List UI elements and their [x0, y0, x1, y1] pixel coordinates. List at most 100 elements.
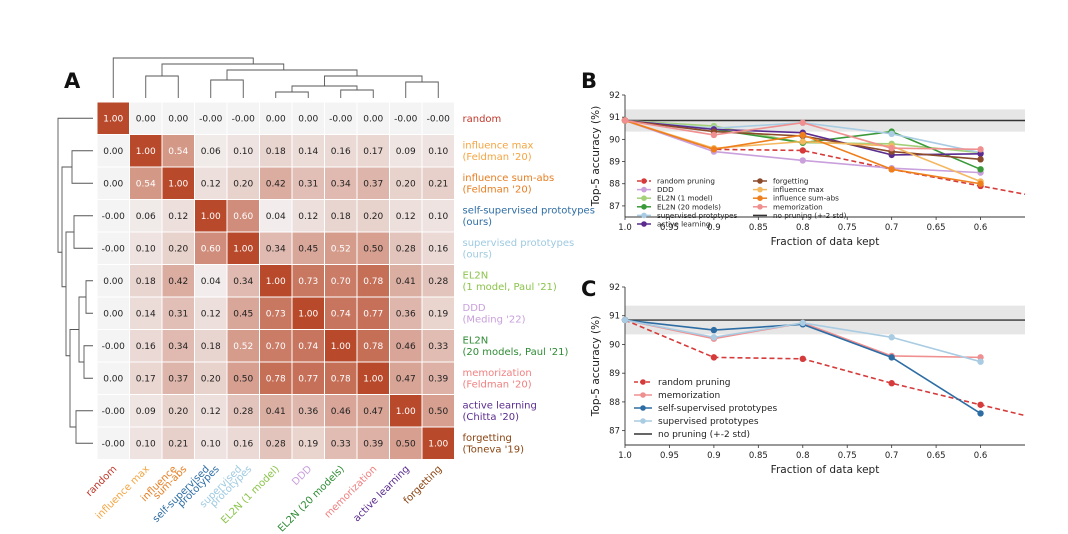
heatmap-cell	[421, 361, 455, 395]
legend-entry: random pruning	[658, 378, 731, 388]
heatmap-cell	[96, 329, 130, 363]
heatmap-cell-value: 0.41	[266, 407, 286, 417]
data-point	[888, 145, 895, 152]
legend-swatch-dot	[640, 418, 646, 424]
data-point	[710, 131, 718, 139]
left-dendrogram	[57, 117, 93, 444]
heatmap-cell-value: 0.31	[168, 309, 188, 319]
heatmap-cell-value: 0.46	[331, 407, 351, 417]
heatmap-cell-value: 0.50	[233, 374, 253, 384]
heatmap-cell-value: 0.18	[136, 277, 156, 287]
heatmap-cell-value: 0.28	[428, 277, 448, 287]
legend-entry: influence max	[773, 185, 825, 194]
heatmap-cell	[129, 394, 163, 428]
heatmap-col-label: DDD	[290, 464, 314, 488]
data-point	[977, 166, 984, 173]
heatmap-row-label: influence max	[463, 141, 534, 152]
heatmap-cell-value: 0.78	[363, 277, 383, 287]
heatmap-cell	[421, 231, 455, 265]
left-dendrogram-branch	[65, 231, 74, 357]
heatmap-cell-value: 0.20	[233, 179, 253, 189]
heatmap-cell-value: 0.70	[266, 342, 286, 352]
data-point	[977, 180, 984, 187]
heatmap-cell-value: 0.18	[266, 147, 286, 157]
top-dendrogram-branch	[112, 57, 254, 98]
heatmap-cell-value: -0.00	[427, 114, 451, 124]
heatmap-cell-value: 0.34	[168, 342, 188, 352]
data-point	[977, 401, 984, 408]
x-tick-label: 0.85	[749, 451, 768, 461]
heatmap-cell	[161, 101, 195, 135]
legend-entry: active learning	[657, 220, 710, 229]
heatmap-cell-value: 0.73	[266, 309, 286, 319]
data-point	[888, 166, 895, 173]
left-dendrogram-branch	[57, 117, 93, 253]
heatmap-cell-value: 0.10	[428, 147, 448, 157]
heatmap-cell-value: 0.36	[298, 407, 318, 417]
heatmap-cell-value: 0.45	[298, 244, 318, 254]
heatmap-cell	[194, 329, 228, 363]
heatmap-cell	[129, 426, 163, 460]
top-dendrogram-branch	[275, 91, 309, 98]
heatmap-cell	[96, 134, 130, 168]
heatmap-cell-value: 1.00	[201, 212, 221, 222]
heatmap-cell-value: 0.31	[298, 179, 318, 189]
heatmap-cell-value: 0.00	[363, 114, 383, 124]
heatmap-cell-value: 0.34	[233, 277, 253, 287]
heatmap-row-label: (Feldman '20)	[463, 380, 532, 391]
heatmap-cell	[161, 134, 195, 168]
heatmap-row-label: random	[463, 114, 502, 125]
heatmap-cell	[226, 134, 260, 168]
left-dendrogram-branch	[71, 150, 93, 184]
heatmap-cell-value: 0.33	[428, 342, 448, 352]
heatmap-cell-value: 0.50	[363, 244, 383, 254]
heatmap-cell-value: 0.18	[201, 342, 221, 352]
heatmap-cell	[226, 361, 260, 395]
heatmap-cell	[389, 101, 423, 135]
legend-entry: memorization	[773, 202, 823, 211]
heatmap-cell-value: 0.10	[136, 439, 156, 449]
heatmap-row-label: active learning	[463, 401, 537, 412]
x-tick-label: 0.95	[660, 451, 679, 461]
series-line-random-pruning	[624, 319, 1026, 417]
heatmap-row-label: supervised prototypes	[463, 238, 575, 249]
heatmap-cell-value: 0.54	[136, 179, 156, 189]
legend-entry: self-supervised prototypes	[658, 404, 777, 414]
data-point	[888, 130, 895, 138]
heatmap-cell-value: 0.12	[168, 212, 188, 222]
heatmap-cell-value: 0.34	[331, 179, 351, 189]
legend-entry: no pruning (+-2 std)	[658, 430, 750, 440]
legend-swatch-dot	[640, 379, 646, 385]
heatmap-cell-value: 0.00	[103, 179, 123, 189]
x-axis-label: Fraction of data kept	[771, 464, 880, 476]
heatmap-cell-value: 0.39	[363, 439, 383, 449]
heatmap-cell-value: 0.70	[331, 277, 351, 287]
heatmap-row-label: (Feldman '20)	[463, 185, 532, 196]
heatmap-row-label: self-supervised prototypes	[463, 206, 595, 217]
heatmap-row-label: DDD	[463, 303, 486, 314]
heatmap-cell-value: 0.00	[168, 114, 188, 124]
heatmap-cell	[324, 264, 358, 298]
data-point	[799, 147, 806, 154]
heatmap-cell-value: 0.21	[168, 439, 188, 449]
legend-entry: supervised prototypes	[658, 417, 759, 427]
heatmap-cell	[291, 264, 325, 298]
panel-b-letter: B	[581, 69, 597, 93]
x-tick-label: 0.95	[660, 223, 679, 233]
y-tick-label: 91	[609, 312, 620, 322]
legend-entry: DDD	[657, 185, 674, 194]
x-tick-label: 0.65	[927, 451, 946, 461]
heatmap-cell	[194, 361, 228, 395]
heatmap-cell-value: 0.19	[428, 309, 448, 319]
heatmap-cell-value: 0.12	[396, 212, 416, 222]
heatmap-cell-value: 1.00	[428, 439, 448, 449]
top-dendrogram-branch	[291, 85, 358, 92]
y-axis-label: Top-5 accuracy (%)	[590, 106, 602, 207]
x-tick-label: 0.7	[885, 223, 899, 233]
heatmap-cell-value: 0.17	[363, 147, 383, 157]
legend-entry: memorization	[658, 391, 720, 401]
heatmap-cell	[421, 296, 455, 330]
heatmap-cell	[96, 361, 130, 395]
heatmap-cell-value: 1.00	[233, 244, 253, 254]
heatmap-cell-value: 0.12	[201, 179, 221, 189]
